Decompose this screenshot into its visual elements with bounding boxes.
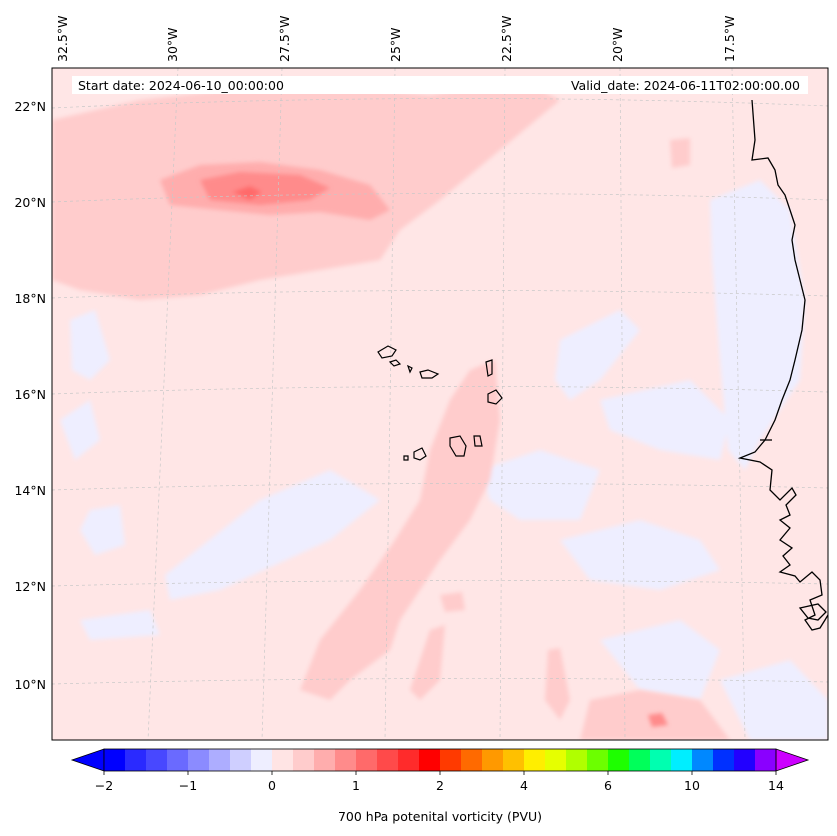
colorbar-under-arrow — [70, 748, 105, 772]
colorbar-swatch — [482, 749, 504, 771]
colorbar-swatch — [419, 749, 441, 771]
colorbar-swatch — [335, 749, 357, 771]
colorbar-swatch — [671, 749, 693, 771]
lon-label-32-5w: 32.5°W — [55, 16, 70, 62]
latitude-labels: 22°N 20°N 18°N 16°N 14°N 12°N 10°N — [14, 99, 46, 692]
lat-label-10n: 10°N — [14, 677, 46, 692]
colorbar-swatch — [167, 749, 189, 771]
colorbar-swatch — [125, 749, 147, 771]
colorbar-swatch — [188, 749, 210, 771]
colorbar-swatch — [104, 749, 126, 771]
colorbar-swatch — [524, 749, 546, 771]
colorbar-tick-label: 10 — [684, 778, 700, 793]
colorbar-swatch — [293, 749, 315, 771]
graticule — [52, 68, 828, 740]
colorbar-swatch — [692, 749, 714, 771]
colorbar-swatch — [146, 749, 168, 771]
valid-date-label: Valid_date: 2024-06-11T02:00:00.00 — [571, 78, 800, 93]
colorbar-tick-label: 4 — [520, 778, 528, 793]
lon-label-25w: 25°W — [388, 27, 403, 62]
colorbar-swatch — [503, 749, 525, 771]
colorbar-tick-label: 1 — [352, 778, 360, 793]
colorbar-swatch — [230, 749, 252, 771]
colorbar-swatch — [650, 749, 672, 771]
colorbar-swatch — [356, 749, 378, 771]
lat-label-18n: 18°N — [14, 291, 46, 306]
colorbar-label: 700 hPa potenital vorticity (PVU) — [338, 809, 542, 824]
negative-pv-regions — [60, 180, 828, 740]
colorbar-tick-label: 2 — [436, 778, 444, 793]
colorbar-ticks: −2 −1 0 1 2 4 6 10 14 — [95, 771, 784, 793]
colorbar-swatch — [629, 749, 651, 771]
lon-label-22-5w: 22.5°W — [499, 16, 514, 62]
colorbar-swatch — [566, 749, 588, 771]
colorbar-swatch — [440, 749, 462, 771]
colorbar-swatch — [587, 749, 609, 771]
colorbar-over-arrow — [775, 748, 810, 772]
colorbar-swatch — [251, 749, 273, 771]
map-panel — [52, 68, 828, 740]
colorbar-swatch — [608, 749, 630, 771]
lon-label-30w: 30°W — [165, 27, 180, 62]
strong-pv-core — [200, 172, 668, 727]
lon-label-17-5w: 17.5°W — [722, 16, 737, 62]
colorbar: −2 −1 0 1 2 4 6 10 14 700 hPa potenital vorticit… — [70, 748, 810, 824]
colorbar-swatch — [314, 749, 336, 771]
lat-label-16n: 16°N — [14, 387, 46, 402]
colorbar-swatch — [713, 749, 735, 771]
lon-label-27-5w: 27.5°W — [277, 16, 292, 62]
colorbar-swatch — [209, 749, 231, 771]
lon-label-20w: 20°W — [610, 27, 625, 62]
longitude-labels: 32.5°W 30°W 27.5°W 25°W 22.5°W 20°W 17.5… — [55, 16, 737, 62]
colorbar-swatch — [545, 749, 567, 771]
lat-label-20n: 20°N — [14, 195, 46, 210]
colorbar-swatch — [398, 749, 420, 771]
coastline-africa — [737, 99, 828, 631]
colorbar-tick-label: −1 — [179, 778, 197, 793]
lat-label-22n: 22°N — [14, 99, 46, 114]
colorbar-tick-label: −2 — [95, 778, 113, 793]
lat-label-14n: 14°N — [14, 483, 46, 498]
cape-verde-islands — [377, 345, 503, 461]
colorbar-swatches — [104, 749, 777, 771]
lat-label-12n: 12°N — [14, 579, 46, 594]
colorbar-swatch — [272, 749, 294, 771]
colorbar-tick-label: 14 — [768, 778, 784, 793]
colorbar-swatch — [755, 749, 777, 771]
colorbar-tick-label: 6 — [604, 778, 612, 793]
start-date-label: Start date: 2024-06-10_00:00:00 — [78, 78, 284, 93]
colorbar-tick-label: 0 — [268, 778, 276, 793]
colorbar-swatch — [734, 749, 756, 771]
map-frame — [51, 67, 829, 741]
date-banner-background — [72, 76, 808, 94]
colorbar-swatch — [461, 749, 483, 771]
colorbar-swatch — [377, 749, 399, 771]
